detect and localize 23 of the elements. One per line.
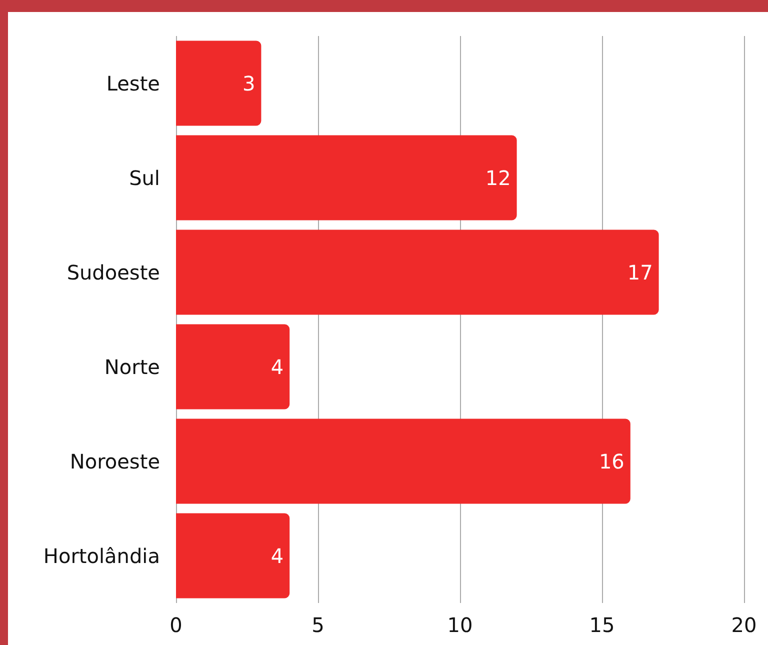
x-tick-label: 0: [170, 613, 182, 637]
y-tick-label: Sudoeste: [66, 260, 160, 284]
x-tick-label: 5: [312, 613, 324, 637]
y-tick-label: Leste: [106, 71, 160, 96]
bar: [176, 40, 262, 126]
y-tick-label: Noroeste: [70, 449, 160, 474]
data-label: 4: [270, 544, 284, 568]
x-tick-label: 15: [589, 613, 615, 637]
bar: [176, 324, 290, 410]
x-tick-label: 10: [447, 613, 473, 637]
data-label: 12: [485, 166, 511, 190]
x-tick-label: 20: [731, 613, 757, 637]
y-tick-label: Norte: [104, 354, 160, 379]
data-label: 17: [627, 260, 653, 284]
y-tick-label: Sul: [129, 166, 160, 190]
data-label: 16: [598, 449, 624, 474]
bar: [176, 513, 290, 598]
data-label: 4: [270, 354, 284, 379]
y-tick-label: Hortolândia: [43, 544, 160, 568]
bar: [176, 418, 630, 504]
data-label: 3: [242, 71, 256, 96]
bar: [176, 230, 659, 315]
bar: [176, 135, 517, 220]
